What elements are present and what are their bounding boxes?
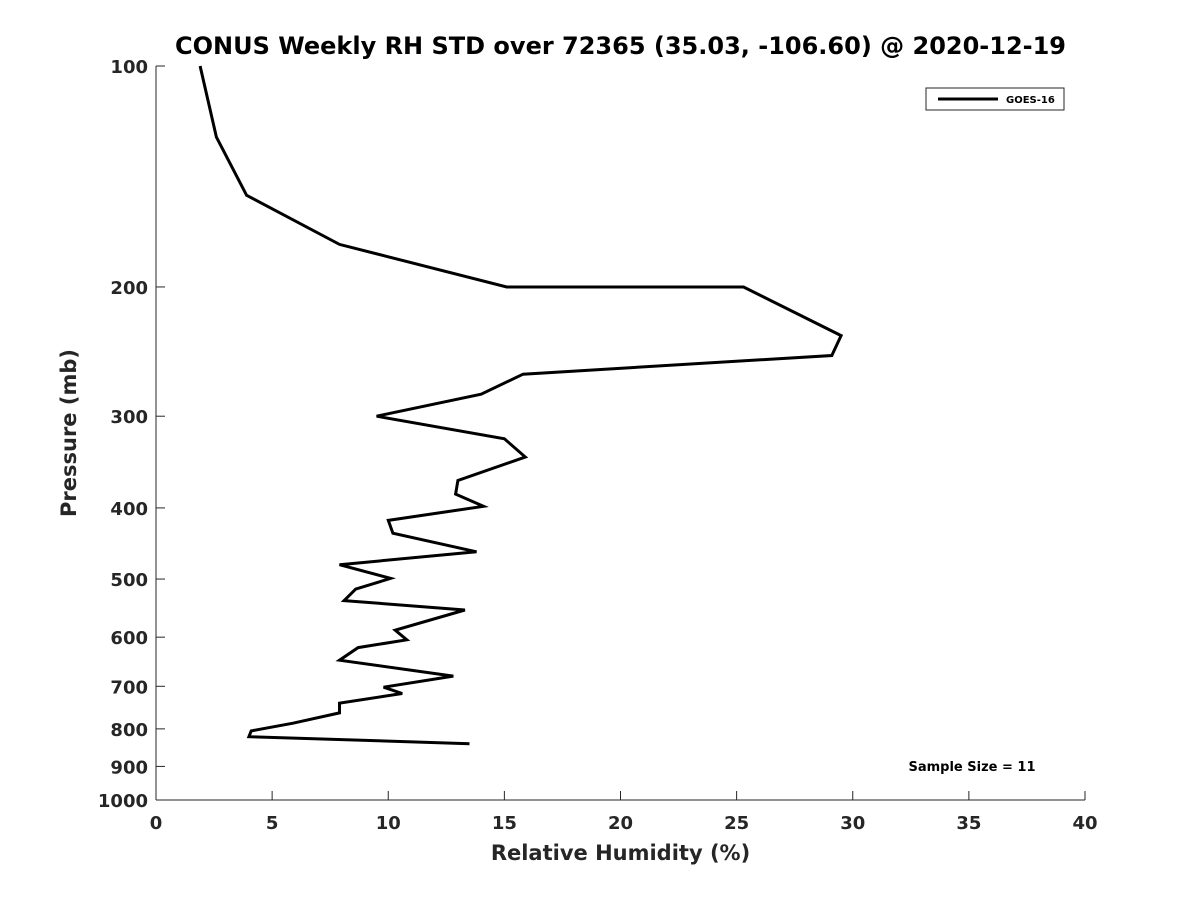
- series-line-goes-16: [198, 65, 844, 746]
- x-tick-label: 5: [266, 813, 279, 834]
- y-axis-label: Pressure (mb): [57, 349, 81, 517]
- x-tick-label: 25: [724, 813, 749, 834]
- x-tick-label: 10: [376, 813, 401, 834]
- y-tick-label: 100: [110, 57, 148, 78]
- x-tick-label: 35: [956, 813, 981, 834]
- sample-size-annotation: Sample Size = 11: [908, 760, 1035, 775]
- y-tick-label: 300: [110, 407, 148, 428]
- x-tick-label: 30: [840, 813, 865, 834]
- legend: GOES-16: [925, 87, 1065, 111]
- legend-entry: GOES-16: [1006, 95, 1055, 106]
- chart-title: CONUS Weekly RH STD over 72365 (35.03, -…: [175, 32, 1066, 60]
- x-tick-label: 15: [492, 813, 517, 834]
- y-tick-label: 400: [110, 499, 148, 520]
- y-tick-label: 500: [110, 570, 148, 591]
- y-tick-label: 600: [110, 628, 148, 649]
- x-tick-label: 40: [1072, 813, 1097, 834]
- y-tick-label: 800: [110, 720, 148, 741]
- y-axis: 100 200 300 400 500 600 700 800 900 1000: [98, 57, 165, 812]
- x-axis-label: Relative Humidity (%): [491, 841, 750, 865]
- x-tick-label: 0: [150, 813, 163, 834]
- y-tick-label: 1000: [98, 791, 148, 812]
- x-axis: 0 5 10 15 20 25 30 35 40: [150, 791, 1098, 834]
- x-tick-label: 20: [608, 813, 633, 834]
- plot-area: [155, 65, 1085, 801]
- y-tick-label: 900: [110, 757, 148, 778]
- y-tick-label: 700: [110, 677, 148, 698]
- y-tick-label: 200: [110, 278, 148, 299]
